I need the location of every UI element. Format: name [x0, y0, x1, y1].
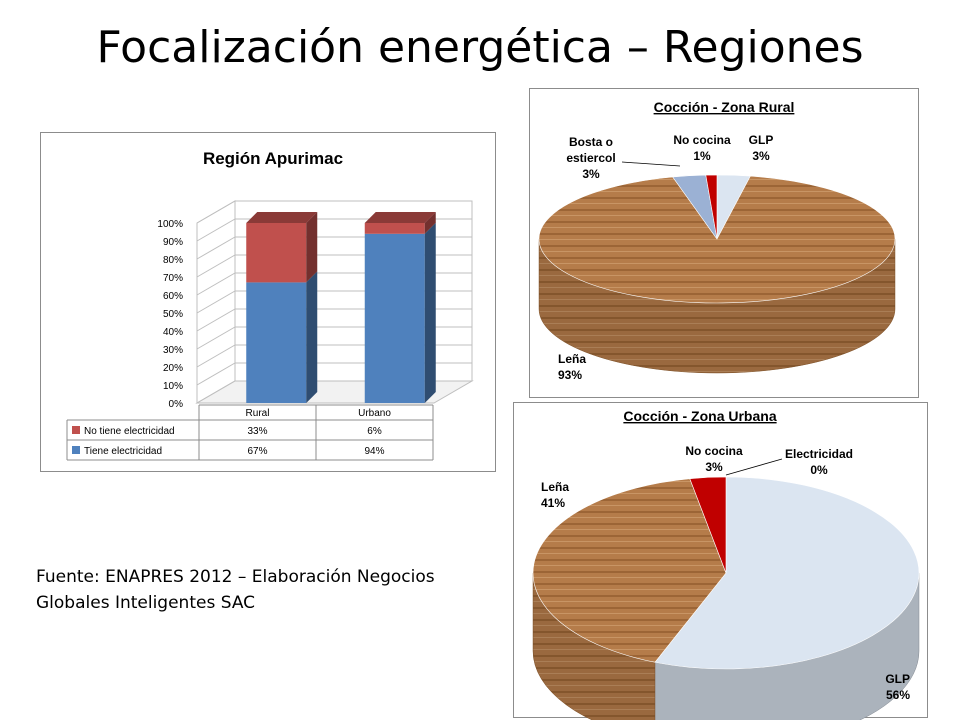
- bar-side: [424, 212, 436, 234]
- urban-slice-label: No cocina: [685, 444, 743, 458]
- bar-front: [246, 223, 307, 283]
- rural-slice: [538, 175, 896, 304]
- rural-slice-label: 93%: [558, 368, 582, 382]
- source-line-1: Fuente: ENAPRES 2012 – Elaboración Negoc…: [36, 567, 435, 587]
- rural-slice-label: GLP: [749, 133, 774, 147]
- urban-pie-panel: Cocción - Zona Urbana Electricidad 0% No c…: [513, 402, 928, 720]
- bar-y-tick-label: 60%: [163, 291, 183, 302]
- urban-pie-svg: Cocción - Zona Urbana Electricidad 0% No c…: [532, 408, 920, 720]
- bar-y-tick-label: 50%: [163, 309, 183, 320]
- rural-slice-label: 3%: [582, 167, 600, 181]
- bar-table-value: 67%: [247, 446, 267, 457]
- bar-side: [306, 212, 318, 283]
- rural-slice-label: 3%: [752, 149, 770, 163]
- urban-pie-title: Cocción - Zona Urbana: [623, 408, 776, 424]
- urban-leader-line: [725, 458, 783, 476]
- rural-pie-svg: Cocción - Zona Rural GLP 3% No cocina 1% Bos…: [538, 99, 896, 382]
- bar-y-tick-label: 20%: [163, 363, 183, 374]
- urban-slice-label: 41%: [541, 496, 565, 510]
- bar-category-label: Urbano: [358, 408, 391, 419]
- rural-slice-label: Bosta o: [569, 135, 613, 149]
- bar-chart-title: Región Apurimac: [203, 149, 343, 168]
- urban-slice: [689, 476, 727, 574]
- rural-slice-label: Leña: [558, 352, 586, 366]
- slide-title: Focalización energética – Regiones: [96, 22, 864, 73]
- bar-legend-swatch: [72, 426, 80, 434]
- bar-side: [306, 271, 318, 403]
- urban-slice: [532, 478, 727, 663]
- bar-y-tick-label: 30%: [163, 345, 183, 356]
- bar-y-tick-label: 90%: [163, 237, 183, 248]
- rural-pie-panel: Cocción - Zona Rural GLP 3% No cocina 1% Bos…: [529, 88, 919, 398]
- bar-side: [424, 222, 436, 403]
- rural-pie-title: Cocción - Zona Rural: [654, 99, 795, 115]
- bar-y-tick-label: 40%: [163, 327, 183, 338]
- rural-slice-label: No cocina: [673, 133, 731, 147]
- rural-slice: [705, 174, 718, 240]
- bar-chart-svg: Región Apurimac 0% 10% 20% 30% 40% 50% 60% 70% 8…: [66, 149, 474, 461]
- urban-slice-label: GLP: [885, 672, 910, 686]
- urban-slice-label: 3%: [705, 460, 723, 474]
- bar-chart-panel: Región Apurimac 0% 10% 20% 30% 40% 50% 60% 70% 8…: [40, 132, 496, 472]
- bar-front: [364, 233, 425, 403]
- urban-slice-label: 0%: [810, 463, 828, 477]
- urban-slice-label: 56%: [886, 688, 910, 702]
- bar-front: [246, 282, 307, 403]
- bar-table-value: 6%: [367, 426, 382, 437]
- bar-legend-label: Tiene electricidad: [84, 446, 162, 457]
- rural-leader-line: [621, 161, 681, 167]
- bar-front: [364, 223, 425, 234]
- rural-slice-side-shade: [539, 239, 895, 373]
- bar-y-tick-label: 70%: [163, 273, 183, 284]
- bar-y-tick-label: 100%: [157, 219, 183, 230]
- bar-top: [364, 212, 436, 223]
- bar-y-tick-label: 80%: [163, 255, 183, 266]
- bar-table-value: 33%: [247, 426, 267, 437]
- bar-legend-label: No tiene electricidad: [84, 426, 175, 437]
- rural-slice-label: estiercol: [566, 151, 615, 165]
- bar-y-tick-label: 0%: [169, 399, 184, 410]
- bar-gridline: [196, 200, 472, 224]
- bar-y-tick-label: 10%: [163, 381, 183, 392]
- urban-slice: [654, 476, 920, 670]
- rural-slice-label: 1%: [693, 149, 711, 163]
- source-line-2: Globales Inteligentes SAC: [36, 593, 256, 613]
- source-note: Fuente: ENAPRES 2012 – Elaboración Negoc…: [36, 564, 506, 616]
- bar-category-label: Rural: [246, 408, 270, 419]
- urban-slice-label: Leña: [541, 480, 569, 494]
- bar-legend-swatch: [72, 446, 80, 454]
- bar-top: [246, 212, 318, 223]
- bar-table-value: 94%: [364, 446, 384, 457]
- urban-slice-label: Electricidad: [785, 447, 853, 461]
- urban-slice-side-shade: [533, 573, 655, 720]
